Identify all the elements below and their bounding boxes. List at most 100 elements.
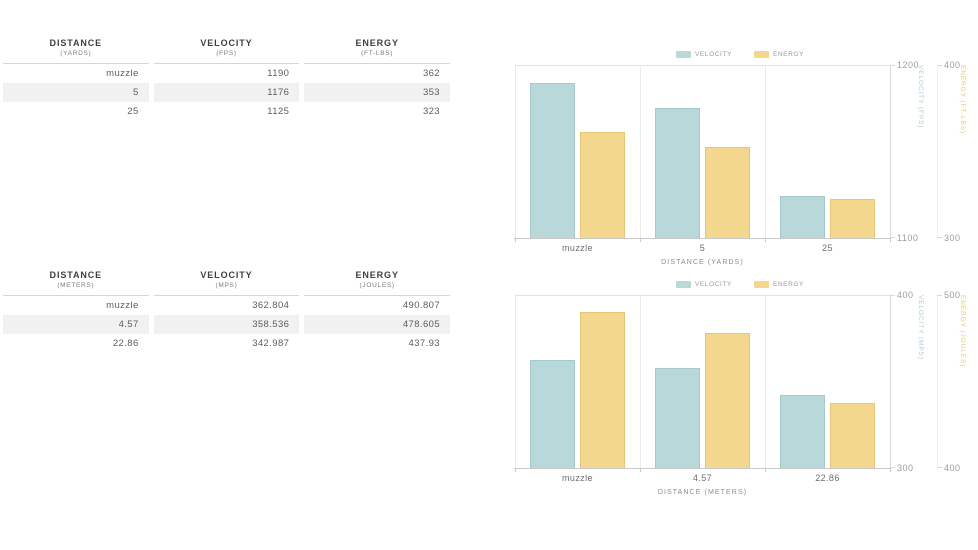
column-title: VELOCITY — [200, 38, 253, 48]
y-axis-tick — [890, 295, 895, 296]
x-axis-title: DISTANCE (METERS) — [657, 489, 748, 496]
y-axis-line-velocity — [890, 296, 891, 469]
y-axis-tick-label: 500 — [944, 290, 961, 300]
y-axis-tick-label: 1200 — [897, 60, 920, 70]
legend-label: VELOCITY — [694, 280, 732, 288]
y-axis-title-energy: ENERGY (JOULES) — [959, 295, 966, 368]
table-header-row: DISTANCE (METERS) VELOCITY (MPS) ENERGY (JOUL… — [3, 270, 450, 296]
x-axis-tick — [890, 469, 891, 472]
column-header: ENERGY (FT-LBS) — [304, 38, 450, 64]
x-axis-tick-label: 25 — [822, 243, 833, 253]
column-header: DISTANCE (METERS) — [3, 270, 149, 296]
table-row: muzzle 1190 362 — [3, 64, 450, 83]
ballistics-table-metric: DISTANCE (METERS) VELOCITY (MPS) ENERGY (JOUL… — [3, 270, 450, 353]
column-title: ENERGY — [355, 270, 399, 280]
column-title: DISTANCE — [49, 38, 103, 48]
legend-label: VELOCITY — [694, 50, 732, 58]
x-axis-tick-label: 4.57 — [692, 473, 713, 483]
bar-energy-muzzle[interactable] — [580, 311, 626, 469]
gridline — [640, 296, 641, 469]
table-cell: 22.86 — [112, 338, 139, 349]
bar-velocity-4.57[interactable] — [654, 367, 700, 469]
y-axis-tick — [890, 467, 895, 468]
legend-swatch-energy — [753, 50, 769, 58]
x-axis-title: DISTANCE (YARDS) — [661, 259, 744, 266]
x-axis-tick — [765, 239, 766, 242]
column-header: VELOCITY (FPS) — [153, 38, 300, 64]
gridline — [515, 296, 516, 469]
gridline — [765, 66, 766, 239]
y-axis-title-velocity: VELOCITY (FPS) — [917, 65, 924, 129]
bar-velocity-25[interactable] — [779, 195, 825, 239]
x-axis-tick — [890, 239, 891, 242]
y-axis-tick — [937, 65, 942, 66]
bar-velocity-22.86[interactable] — [779, 394, 825, 469]
gridline — [765, 296, 766, 469]
plot-area — [514, 295, 891, 472]
legend-item-energy[interactable]: ENERGY — [753, 280, 804, 288]
x-axis-tick-label: muzzle — [562, 473, 593, 483]
velocity-energy-chart-meters: VELOCITY ENERGY 400 300 VELOCITY (MPS) 500 40… — [505, 268, 975, 496]
table-header-row: DISTANCE (YARDS) VELOCITY (FPS) ENERGY (FT-LB… — [3, 38, 450, 64]
chart-legend: VELOCITY ENERGY — [505, 48, 975, 60]
table-row: 5 1176 353 — [3, 83, 450, 102]
column-header: VELOCITY (MPS) — [153, 270, 300, 296]
y-axis-tick — [937, 295, 942, 296]
bar-energy-25[interactable] — [830, 199, 876, 239]
plot-wrap: 1200 1100 VELOCITY (FPS) 400 300 ENERGY (FT-L… — [505, 60, 975, 243]
column-unit: (FT-LBS) — [361, 50, 394, 57]
table-cell: 1176 — [153, 83, 300, 102]
column-title: DISTANCE — [49, 270, 103, 280]
legend-item-velocity[interactable]: VELOCITY — [675, 280, 732, 288]
plot-wrap: 400 300 VELOCITY (MPS) 500 400 ENERGY (JOULES… — [505, 290, 975, 473]
x-axis-labels: muzzle 4.57 22.86 — [515, 473, 890, 485]
legend-swatch-velocity — [675, 280, 691, 288]
table-cell: muzzle — [106, 300, 139, 311]
x-axis-tick — [765, 469, 766, 472]
x-axis-line — [514, 238, 891, 239]
legend-swatch-energy — [753, 280, 769, 288]
table-row: 22.86 342.987 437.93 — [3, 334, 450, 353]
table-row: muzzle 362.804 490.807 — [3, 296, 450, 315]
y-axis-line-energy — [937, 295, 938, 468]
bar-energy-5[interactable] — [705, 147, 751, 239]
table-cell: 323 — [422, 106, 440, 117]
legend-item-energy[interactable]: ENERGY — [753, 50, 804, 58]
ballistics-table-imperial: DISTANCE (YARDS) VELOCITY (FPS) ENERGY (FT-LB… — [3, 38, 450, 121]
column-unit: (FPS) — [216, 50, 237, 57]
y-axis-tick-label: 300 — [897, 463, 914, 473]
y-axis-tick — [890, 237, 895, 238]
table-cell: 490.807 — [402, 300, 440, 311]
table-row: 4.57 358.536 478.605 — [3, 315, 450, 334]
bar-energy-22.86[interactable] — [830, 403, 876, 469]
y-axis-tick — [937, 467, 942, 468]
bar-energy-4.57[interactable] — [705, 333, 751, 469]
y-axis-title-velocity: VELOCITY (MPS) — [917, 295, 924, 360]
bar-velocity-muzzle[interactable] — [529, 360, 575, 469]
column-header: ENERGY (JOULES) — [304, 270, 450, 296]
gridline — [640, 66, 641, 239]
table-cell: 478.605 — [304, 315, 450, 334]
bar-velocity-5[interactable] — [654, 107, 700, 239]
table-cell: 362.804 — [252, 300, 290, 311]
y-axis-line-velocity — [890, 66, 891, 239]
x-axis-tick-label: muzzle — [562, 243, 593, 253]
table-cell: 4.57 — [3, 315, 149, 334]
table-cell: muzzle — [106, 68, 139, 79]
y-axis-tick-label: 400 — [897, 290, 914, 300]
y-axis-line-energy — [937, 65, 938, 238]
bar-energy-muzzle[interactable] — [580, 131, 626, 239]
column-title: VELOCITY — [200, 270, 253, 280]
legend-item-velocity[interactable]: VELOCITY — [675, 50, 732, 58]
column-unit: (JOULES) — [359, 282, 395, 289]
legend-label: ENERGY — [772, 50, 804, 58]
x-axis-line — [514, 468, 891, 469]
column-title: ENERGY — [355, 38, 399, 48]
table-cell: 353 — [304, 83, 450, 102]
table-cell: 358.536 — [153, 315, 300, 334]
table-cell: 437.93 — [408, 338, 440, 349]
bar-velocity-muzzle[interactable] — [529, 83, 575, 239]
x-axis-tick — [640, 239, 641, 242]
table-cell: 5 — [3, 83, 149, 102]
y-axis-tick — [890, 65, 895, 66]
